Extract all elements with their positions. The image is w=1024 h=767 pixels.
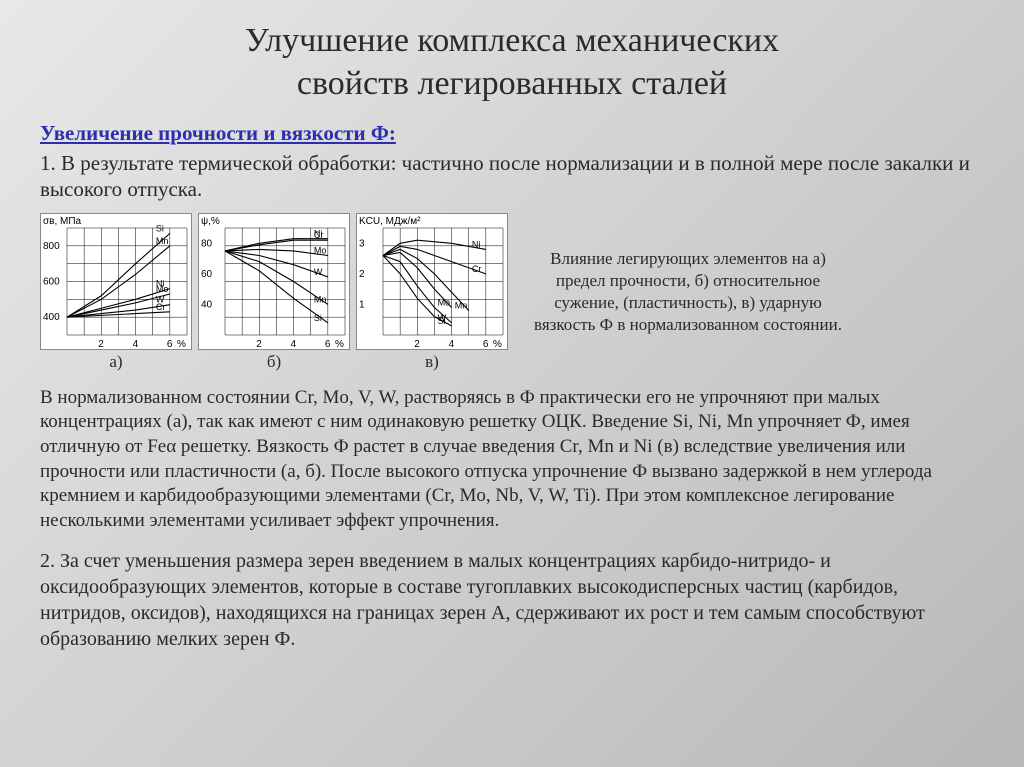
figure-caption: Влияние легирующих элементов на а) преде… [528,248,848,336]
svg-text:800: 800 [43,240,60,251]
svg-text:400: 400 [43,312,60,323]
svg-text:2: 2 [414,339,420,349]
subheading: Увеличение прочности и вязкости Ф: [40,121,984,146]
svg-text:1: 1 [359,299,365,310]
svg-text:6: 6 [483,339,489,349]
svg-text:Mo: Mo [438,297,451,307]
title-line1: Улучшение комплекса механических [245,22,779,59]
charts-group: σв, МПа 2 4 6% 400 600 800 Si Mn Ni Mo W Cr а) ψ,% 2 4… [40,213,508,372]
svg-text:Mo: Mo [314,245,327,255]
svg-text:3: 3 [359,238,365,249]
svg-text:Si: Si [314,312,322,322]
title-line2: свойств легированных сталей [297,65,727,102]
svg-text:%: % [335,339,344,349]
chart-a-letter: а) [40,352,192,372]
svg-text:Cr: Cr [314,230,324,240]
svg-text:KCU, МДж/м²: KCU, МДж/м² [359,216,421,227]
svg-text:2: 2 [359,268,365,279]
svg-text:4: 4 [291,339,297,349]
svg-text:6: 6 [325,339,331,349]
svg-text:σв, МПа: σв, МПа [43,216,82,227]
svg-text:40: 40 [201,299,213,310]
svg-text:2: 2 [256,339,262,349]
chart-c-wrap: KCU, МДж/м²246%123NiCrMnMoWSi в) [356,213,508,372]
svg-text:2: 2 [98,339,104,349]
svg-text:Mn: Mn [156,235,169,245]
svg-text:600: 600 [43,276,60,287]
svg-text:80: 80 [201,238,213,249]
svg-text:W: W [314,266,323,276]
chart-c: KCU, МДж/м²246%123NiCrMnMoWSi [356,213,508,350]
figure-row: σв, МПа 2 4 6% 400 600 800 Si Mn Ni Mo W Cr а) ψ,% 2 4… [40,213,984,372]
svg-text:4: 4 [449,339,455,349]
paragraph-b: 2. За счет уменьшения размера зерен введ… [40,548,984,652]
svg-text:Ni: Ni [472,239,481,249]
chart-b-letter: б) [198,352,350,372]
page-title: Улучшение комплекса механических свойств… [40,20,984,105]
svg-text:Si: Si [156,223,164,233]
svg-text:6: 6 [167,339,173,349]
svg-text:Mo: Mo [156,283,169,293]
svg-text:4: 4 [133,339,139,349]
chart-a: σв, МПа246%400600800SiMnNiMoWCr [40,213,192,350]
svg-text:Si: Si [438,315,446,325]
svg-text:Mn: Mn [455,300,468,310]
svg-text:ψ,%: ψ,% [201,216,220,227]
paragraph-1: 1. В результате термической обработки: ч… [40,150,984,203]
svg-text:Cr: Cr [156,301,166,311]
chart-b-wrap: ψ,%246%406080NiCrMoWMnSi б) [198,213,350,372]
svg-text:%: % [177,339,186,349]
svg-text:60: 60 [201,268,213,279]
chart-a-wrap: σв, МПа246%400600800SiMnNiMoWCr а) [40,213,192,372]
chart-b: ψ,%246%406080NiCrMoWMnSi [198,213,350,350]
chart-c-letter: в) [356,352,508,372]
svg-text:%: % [493,339,502,349]
svg-text:Cr: Cr [472,263,482,273]
svg-text:Mn: Mn [314,294,327,304]
paragraph-a: В нормализованном состоянии Cr, Mo, V, W… [40,386,984,534]
